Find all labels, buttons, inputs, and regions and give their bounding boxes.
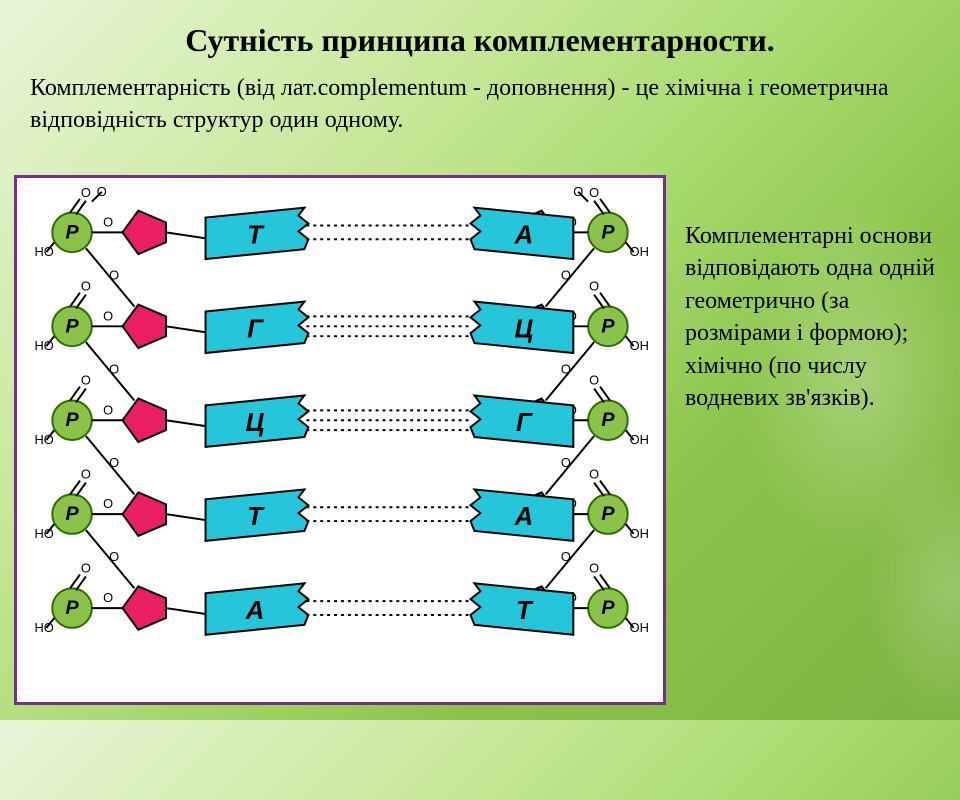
svg-text:O: O <box>109 361 119 376</box>
svg-text:O: O <box>81 185 91 200</box>
svg-text:Р: Р <box>65 597 79 619</box>
svg-text:O: O <box>589 467 599 482</box>
svg-text:O: O <box>103 308 113 323</box>
svg-text:Т: Т <box>516 597 534 625</box>
svg-text:Р: Р <box>601 409 615 431</box>
dna-svg: OOРOHOOРOOHOТАOOРOHOOРOOHOГЦOOРOHOOРOOHO… <box>17 178 663 702</box>
svg-text:Р: Р <box>601 597 615 619</box>
svg-text:Р: Р <box>65 221 79 243</box>
page-title: Сутність принципа комплементарности. <box>0 22 960 59</box>
svg-text:O: O <box>109 267 119 282</box>
svg-text:O: O <box>561 549 571 564</box>
svg-text:O: O <box>109 455 119 470</box>
svg-text:Р: Р <box>65 315 79 337</box>
svg-text:Р: Р <box>601 221 615 243</box>
svg-text:O: O <box>103 402 113 417</box>
svg-text:Р: Р <box>65 503 79 525</box>
svg-text:А: А <box>514 503 534 531</box>
svg-text:O: O <box>103 214 113 229</box>
svg-text:А: А <box>514 221 534 249</box>
svg-text:O: O <box>589 560 599 575</box>
svg-text:O: O <box>103 590 113 605</box>
svg-text:O: O <box>81 279 91 294</box>
svg-text:O: O <box>81 373 91 388</box>
svg-text:Ц: Ц <box>515 315 534 343</box>
svg-text:Р: Р <box>65 409 79 431</box>
svg-text:Т: Т <box>247 221 265 249</box>
svg-text:O: O <box>81 467 91 482</box>
svg-text:Р: Р <box>601 503 615 525</box>
svg-text:O: O <box>589 373 599 388</box>
svg-text:Р: Р <box>601 315 615 337</box>
svg-text:O: O <box>589 185 599 200</box>
dna-diagram: OOРOHOOРOOHOТАOOРOHOOРOOHOГЦOOРOHOOРOOHO… <box>14 175 666 705</box>
svg-text:O: O <box>561 267 571 282</box>
svg-text:Ц: Ц <box>246 409 265 437</box>
definition-text: Комплементарність (від лат.complementum … <box>30 72 930 137</box>
svg-text:O: O <box>561 455 571 470</box>
svg-text:O: O <box>103 496 113 511</box>
svg-text:O: O <box>81 560 91 575</box>
svg-text:Т: Т <box>247 503 265 531</box>
svg-text:Г: Г <box>247 315 264 343</box>
svg-text:O: O <box>561 361 571 376</box>
side-explanation: Комплементарні основи відповідають одна … <box>685 220 940 414</box>
svg-text:А: А <box>245 597 265 625</box>
svg-text:O: O <box>589 279 599 294</box>
svg-text:Г: Г <box>516 409 533 437</box>
svg-text:O: O <box>109 549 119 564</box>
